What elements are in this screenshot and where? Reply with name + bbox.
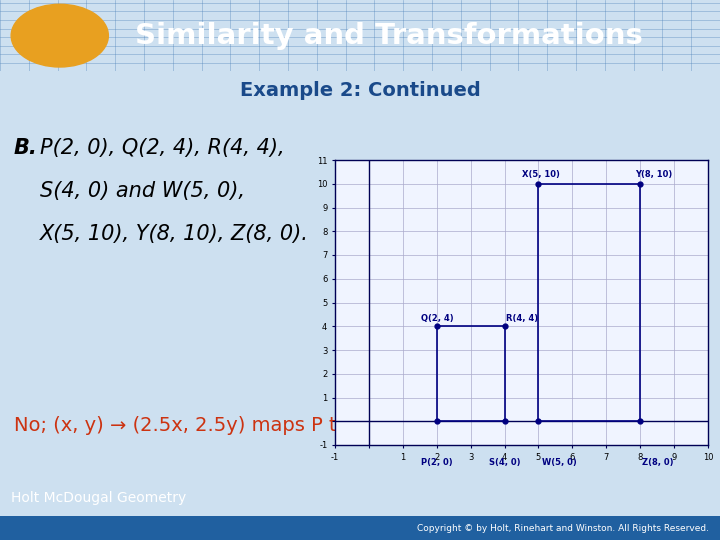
Text: P(2, 0): P(2, 0)	[421, 458, 453, 467]
Text: Example 2: Continued: Example 2: Continued	[240, 81, 480, 100]
Text: Y(8, 10): Y(8, 10)	[635, 170, 672, 179]
Text: B.: B.	[14, 138, 37, 158]
Text: Holt McDougal Geometry: Holt McDougal Geometry	[11, 491, 186, 505]
Text: W(5, 0): W(5, 0)	[542, 458, 577, 467]
Text: No; (x, y) → (2.5x, 2.5y) maps P to W, but not S to Z.: No; (x, y) → (2.5x, 2.5y) maps P to W, b…	[14, 416, 527, 435]
Text: X(5, 10), Y(8, 10), Z(8, 0).: X(5, 10), Y(8, 10), Z(8, 0).	[40, 224, 309, 244]
Text: P(2, 0), Q(2, 4), R(4, 4),: P(2, 0), Q(2, 4), R(4, 4),	[40, 138, 284, 158]
Bar	[0, 516, 720, 540]
Text: Copyright © by Holt, Rinehart and Winston. All Rights Reserved.: Copyright © by Holt, Rinehart and Winsto…	[417, 524, 709, 534]
Text: S(4, 0) and W(5, 0),: S(4, 0) and W(5, 0),	[40, 181, 245, 201]
Text: Z(8, 0): Z(8, 0)	[642, 458, 673, 467]
Text: X(5, 10): X(5, 10)	[521, 170, 559, 179]
Text: Similarity and Transformations: Similarity and Transformations	[135, 22, 643, 50]
Ellipse shape	[12, 4, 109, 67]
Text: Q(2, 4): Q(2, 4)	[421, 314, 454, 323]
Text: R(4, 4): R(4, 4)	[506, 314, 539, 323]
Text: S(4, 0): S(4, 0)	[489, 458, 521, 467]
